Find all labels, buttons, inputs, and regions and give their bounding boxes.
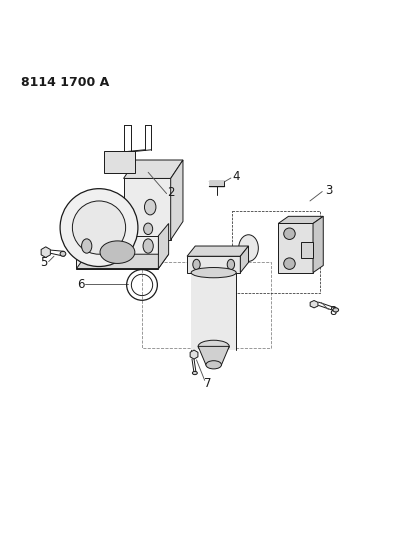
FancyBboxPatch shape	[209, 181, 224, 186]
Circle shape	[60, 189, 138, 266]
Polygon shape	[76, 236, 158, 269]
Polygon shape	[278, 223, 313, 273]
Ellipse shape	[100, 241, 135, 263]
Polygon shape	[41, 247, 51, 257]
Polygon shape	[310, 301, 318, 308]
Polygon shape	[198, 346, 229, 365]
Text: 7: 7	[204, 377, 211, 390]
Circle shape	[72, 201, 126, 254]
Ellipse shape	[145, 199, 156, 215]
Text: 8: 8	[329, 305, 336, 318]
Polygon shape	[313, 216, 323, 273]
Polygon shape	[278, 216, 323, 223]
Ellipse shape	[60, 252, 66, 256]
Ellipse shape	[191, 268, 236, 278]
FancyBboxPatch shape	[191, 273, 236, 351]
Circle shape	[284, 258, 295, 269]
Text: 4: 4	[233, 170, 240, 183]
FancyBboxPatch shape	[104, 151, 135, 173]
Polygon shape	[158, 223, 169, 269]
Ellipse shape	[192, 372, 197, 375]
Ellipse shape	[144, 223, 152, 235]
Text: 8114 1700 A: 8114 1700 A	[21, 76, 109, 89]
Polygon shape	[171, 160, 183, 240]
Ellipse shape	[193, 260, 200, 270]
Polygon shape	[240, 246, 249, 273]
Text: 1: 1	[233, 246, 240, 259]
Ellipse shape	[333, 308, 339, 312]
Text: 2: 2	[167, 186, 174, 199]
Polygon shape	[187, 256, 240, 273]
Text: 6: 6	[77, 278, 84, 292]
Polygon shape	[124, 160, 183, 179]
Ellipse shape	[206, 361, 222, 369]
Circle shape	[284, 228, 295, 239]
Polygon shape	[76, 254, 169, 269]
Text: 3: 3	[325, 184, 332, 197]
Ellipse shape	[143, 239, 153, 253]
Ellipse shape	[239, 235, 259, 261]
Text: 5: 5	[40, 256, 47, 269]
Polygon shape	[187, 246, 249, 256]
Ellipse shape	[82, 239, 92, 253]
Polygon shape	[300, 242, 313, 259]
Ellipse shape	[227, 260, 235, 270]
Polygon shape	[190, 350, 198, 359]
Polygon shape	[124, 179, 171, 240]
Ellipse shape	[198, 340, 229, 352]
